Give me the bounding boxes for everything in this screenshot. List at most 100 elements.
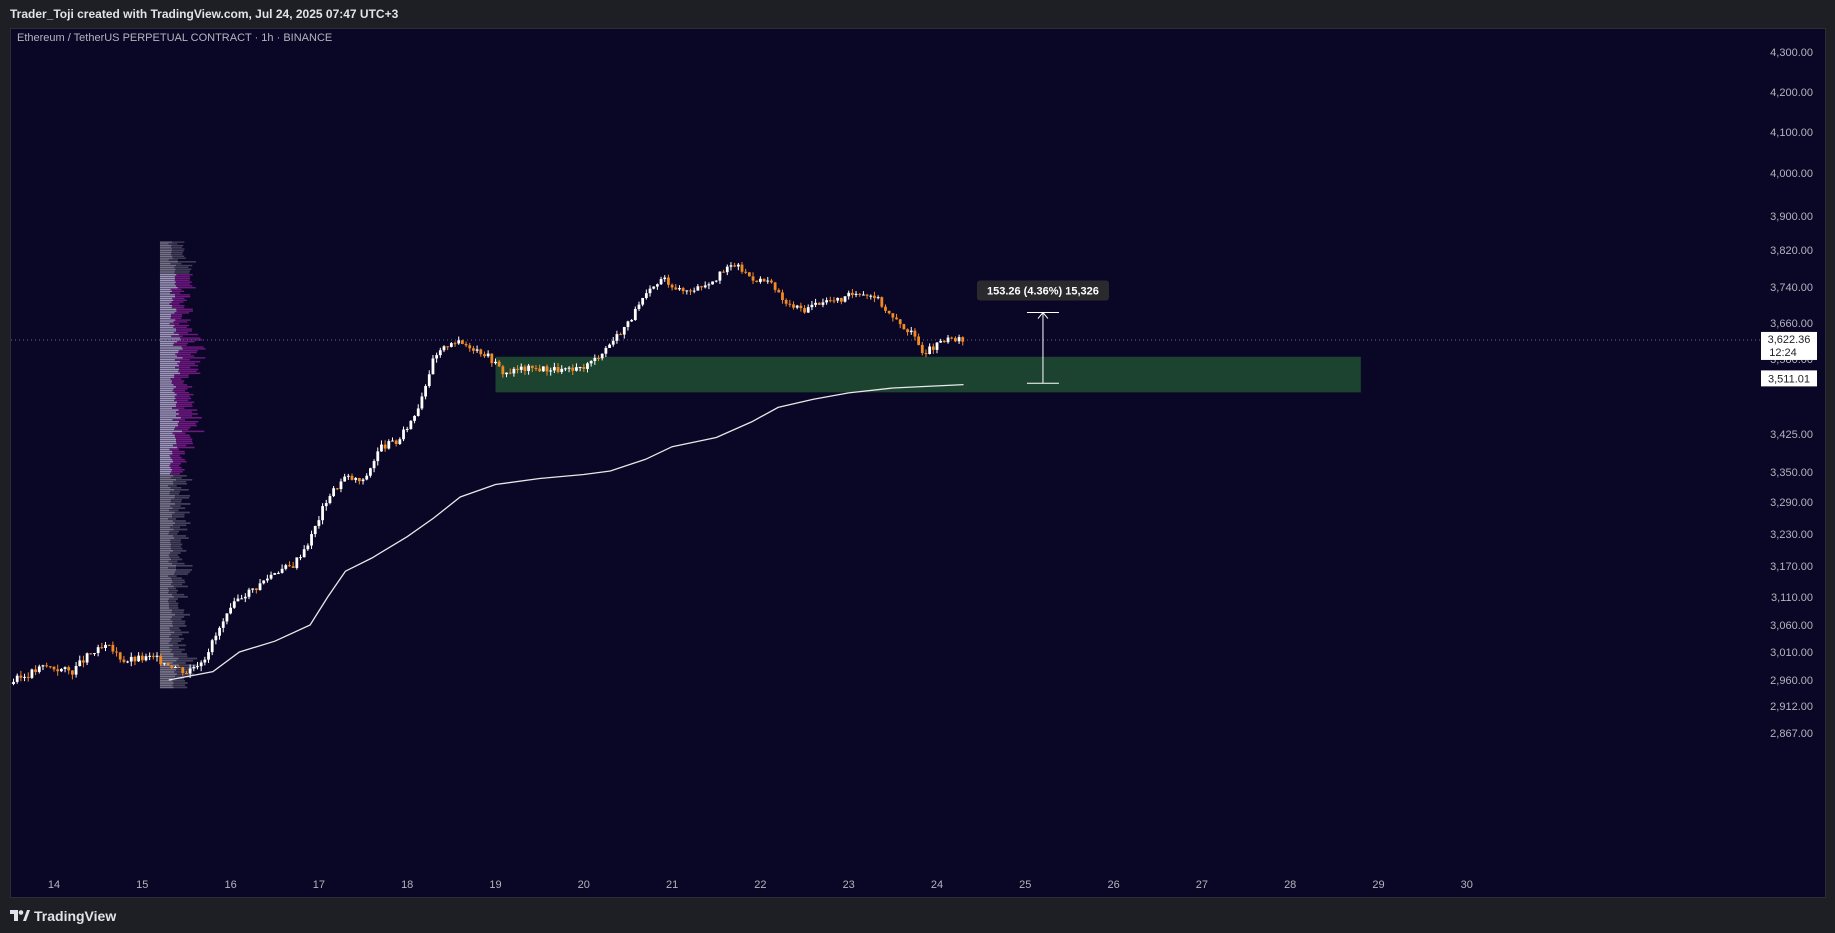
volume-profile-bar xyxy=(159,479,177,481)
candle-body xyxy=(100,647,104,649)
volume-profile-bar xyxy=(159,644,173,647)
volume-profile-bar xyxy=(159,350,179,352)
volume-profile-bar xyxy=(175,296,191,298)
candle-body xyxy=(663,277,667,280)
volume-profile-bar xyxy=(159,244,172,247)
volume-profile-bar xyxy=(159,362,178,365)
candle-body xyxy=(104,644,107,649)
candle-body xyxy=(935,342,939,350)
volume-profile-bar xyxy=(172,458,185,461)
volume-profile-bar xyxy=(170,378,182,380)
volume-profile-bar xyxy=(173,384,188,386)
volume-profile-bar xyxy=(179,368,199,371)
volume-profile-bar xyxy=(159,303,170,305)
volume-profile-bar xyxy=(159,243,169,245)
volume-profile-bar xyxy=(170,629,181,632)
candle-body xyxy=(218,627,221,636)
volume-profile-bar xyxy=(159,680,173,682)
candle-body xyxy=(575,367,578,371)
volume-profile-bar xyxy=(168,560,178,563)
volume-profile-bar xyxy=(169,323,180,325)
volume-profile-bar xyxy=(159,430,183,433)
volume-profile-bar xyxy=(173,682,188,684)
volume-profile-bar xyxy=(159,364,180,367)
candle-body xyxy=(78,660,82,666)
candle-body xyxy=(12,681,15,684)
volume-profile-bar xyxy=(159,509,170,512)
candle-body xyxy=(832,300,836,302)
volume-profile-bar xyxy=(159,591,169,594)
volume-profile-bar xyxy=(173,481,187,483)
candle-body xyxy=(170,665,174,668)
candle-body xyxy=(836,297,840,301)
volume-profile-bar xyxy=(159,368,180,371)
volume-profile-bar xyxy=(159,250,172,252)
volume-profile-bar xyxy=(159,409,179,411)
volume-profile-bar xyxy=(159,299,174,301)
volume-profile-bar xyxy=(176,659,194,662)
volume-profile-bar xyxy=(169,464,180,467)
volume-profile-bar xyxy=(159,454,170,457)
price-chart[interactable]: Ethereum / TetherUS PERPETUAL CONTRACT ·… xyxy=(8,29,1825,897)
y-axis-tick-label: 2,960.00 xyxy=(1770,675,1813,687)
candle-body xyxy=(942,340,946,343)
chart-panel[interactable]: Ethereum / TetherUS PERPETUAL CONTRACT ·… xyxy=(8,28,1826,898)
candle-body xyxy=(641,298,645,305)
candle-body xyxy=(736,264,740,267)
candle-body xyxy=(203,659,207,663)
volume-profile-bar xyxy=(159,428,175,431)
candle-body xyxy=(953,337,957,342)
candle-body xyxy=(633,308,637,320)
volume-profile-bar xyxy=(159,481,174,483)
candle-body xyxy=(15,675,19,682)
volume-profile-bar xyxy=(159,452,173,455)
candle-body xyxy=(247,589,251,597)
volume-profile-bar xyxy=(172,432,186,435)
volume-profile-bar xyxy=(169,556,180,559)
volume-profile-bar xyxy=(176,673,194,676)
volume-profile-bar xyxy=(180,337,201,339)
volume-profile-bar xyxy=(171,244,184,247)
volume-profile-bar xyxy=(170,317,182,319)
volume-profile-bar xyxy=(159,650,171,653)
candle-body xyxy=(52,666,56,670)
candle-body xyxy=(600,353,604,359)
volume-profile-bar xyxy=(159,374,175,377)
candle-body xyxy=(659,279,663,285)
volume-profile-bar xyxy=(172,255,185,257)
volume-profile-bar xyxy=(159,642,169,645)
volume-profile-bar xyxy=(174,497,190,499)
candle-body xyxy=(924,353,928,355)
volume-profile-bar xyxy=(171,335,183,337)
candle-body xyxy=(162,663,166,665)
candle-body xyxy=(862,294,865,296)
volume-profile-bar xyxy=(159,487,171,489)
volume-profile-bar xyxy=(159,543,172,546)
volume-profile-bar xyxy=(173,326,187,328)
y-axis-tick-label: 3,900.00 xyxy=(1770,211,1813,223)
volume-profile-bar xyxy=(173,332,188,334)
candle-body xyxy=(251,588,255,590)
volume-profile-bar xyxy=(180,372,201,375)
candle-body xyxy=(711,281,714,285)
candle-body xyxy=(637,304,641,309)
volume-profile-bar xyxy=(159,473,170,475)
candle-body xyxy=(376,451,380,462)
volume-profile-bar xyxy=(159,682,174,684)
volume-profile-bar xyxy=(159,671,175,673)
volume-profile-bar xyxy=(159,668,177,671)
volume-profile-bar xyxy=(169,602,179,605)
volume-profile-bar xyxy=(172,620,186,623)
tradingview-logo[interactable]: TradingView xyxy=(10,908,116,924)
volume-profile-bar xyxy=(159,513,173,516)
candle-body xyxy=(917,336,921,345)
candle-body xyxy=(188,668,192,674)
candle-body xyxy=(380,444,383,452)
volume-profile-bar xyxy=(159,567,168,569)
volume-profile-bar xyxy=(173,625,187,627)
volume-profile-bar xyxy=(159,583,172,586)
candle-body xyxy=(350,475,354,480)
volume-profile-bar xyxy=(159,483,174,485)
volume-profile-bar xyxy=(177,446,195,449)
volume-profile-bar xyxy=(159,251,172,254)
